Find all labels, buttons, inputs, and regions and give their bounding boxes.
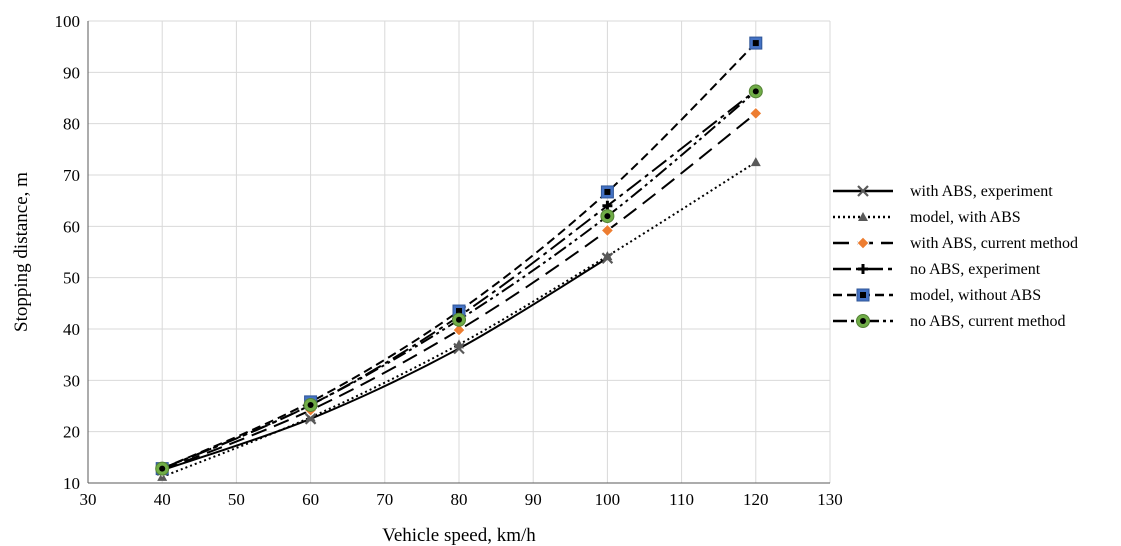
data-point-marker-center bbox=[860, 292, 866, 298]
data-point-marker-center bbox=[604, 188, 611, 195]
data-point-marker-center bbox=[456, 308, 462, 315]
data-point-marker-center bbox=[752, 88, 759, 95]
data-point-marker-center bbox=[860, 318, 866, 324]
data-point-marker-center bbox=[752, 40, 759, 47]
data-point-marker bbox=[857, 185, 869, 197]
x-tick-label: 90 bbox=[525, 490, 542, 509]
y-tick-label: 10 bbox=[63, 474, 80, 493]
x-axis-label: Vehicle speed, km/h bbox=[382, 525, 536, 546]
data-point-marker bbox=[454, 339, 464, 349]
y-tick-label: 100 bbox=[55, 12, 81, 31]
y-tick-label: 90 bbox=[63, 63, 80, 82]
y-axis-ticks: 10 20 30 40 50 60 70 80 90 100 bbox=[55, 12, 81, 493]
legend-label: no ABS, current method bbox=[910, 313, 1066, 330]
x-tick-label: 40 bbox=[154, 490, 171, 509]
x-tick-label: 70 bbox=[376, 490, 393, 509]
legend-label: model, without ABS bbox=[910, 287, 1041, 304]
data-point-marker bbox=[749, 106, 763, 121]
y-tick-label: 60 bbox=[63, 217, 80, 236]
x-tick-label: 60 bbox=[302, 490, 319, 509]
data-point-marker bbox=[452, 323, 466, 337]
x-tick-label: 100 bbox=[595, 490, 621, 509]
y-tick-label: 80 bbox=[63, 115, 80, 134]
data-point-marker-center bbox=[307, 401, 314, 408]
y-tick-label: 20 bbox=[63, 423, 80, 442]
data-point-marker bbox=[856, 236, 870, 250]
legend-label: with ABS, current method bbox=[910, 235, 1078, 252]
legend-label: no ABS, experiment bbox=[910, 261, 1041, 278]
data-point-marker-center bbox=[604, 213, 611, 220]
data-point-marker bbox=[602, 251, 613, 261]
x-tick-label: 50 bbox=[228, 490, 245, 509]
data-point-marker bbox=[600, 223, 615, 238]
series-line bbox=[161, 257, 608, 472]
data-point-marker bbox=[750, 157, 761, 167]
data-point-marker bbox=[858, 212, 868, 221]
legend-label: with ABS, experiment bbox=[910, 183, 1053, 200]
y-tick-label: 40 bbox=[63, 320, 80, 339]
x-tick-label: 130 bbox=[817, 490, 843, 509]
legend-label: model, with ABS bbox=[910, 209, 1021, 226]
data-point-marker bbox=[453, 342, 465, 355]
y-tick-label: 70 bbox=[63, 166, 80, 185]
x-tick-label: 110 bbox=[669, 490, 694, 509]
series-line bbox=[161, 112, 757, 472]
series-markers bbox=[155, 36, 763, 481]
axes bbox=[87, 21, 830, 484]
data-point-marker-center bbox=[159, 465, 166, 472]
x-tick-label: 120 bbox=[743, 490, 769, 509]
y-tick-label: 30 bbox=[63, 371, 80, 390]
legend: with ABS, experiment model, with ABS with … bbox=[833, 183, 1078, 330]
y-tick-label: 50 bbox=[63, 269, 80, 288]
x-tick-label: 30 bbox=[80, 490, 97, 509]
data-point-marker bbox=[858, 264, 868, 274]
data-point-marker-center bbox=[456, 316, 462, 323]
x-tick-label: 80 bbox=[451, 490, 468, 509]
x-axis-ticks: 30 40 50 60 70 80 90 100 110 120 130 bbox=[80, 490, 843, 509]
y-axis-label: Stopping distance, m bbox=[11, 172, 32, 332]
